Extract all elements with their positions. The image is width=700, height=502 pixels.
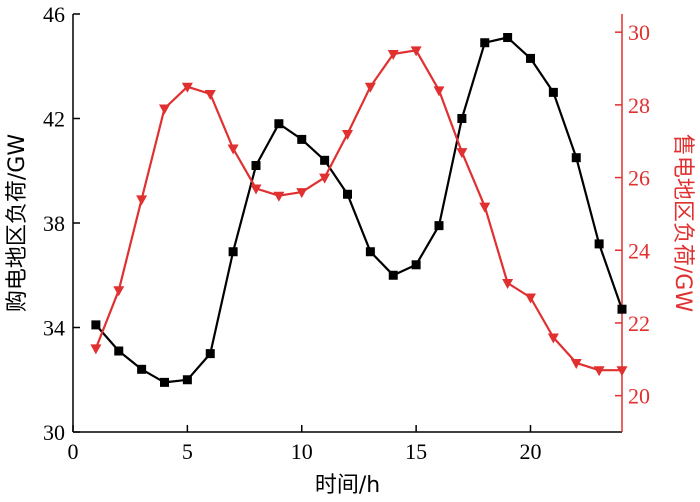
- data-point-triangle: [364, 82, 376, 93]
- data-point-triangle: [570, 358, 582, 369]
- y-left-tick-label: 46: [43, 2, 65, 27]
- data-point-triangle: [456, 148, 468, 159]
- data-point-triangle: [159, 104, 170, 115]
- data-point-triangle: [616, 366, 628, 377]
- x-tick-label: 20: [520, 439, 542, 464]
- series-line-2: [94, 49, 622, 372]
- data-point-triangle: [547, 333, 559, 344]
- x-tick-label: 5: [182, 439, 193, 464]
- data-point-square: [571, 153, 581, 163]
- data-point-square: [137, 364, 147, 374]
- data-point-square: [274, 119, 284, 129]
- series-line-1: [95, 36, 624, 384]
- data-point-triangle: [296, 188, 308, 199]
- data-point-triangle: [410, 46, 422, 57]
- data-point-square: [114, 346, 124, 356]
- series-layer: [90, 33, 628, 387]
- x-axis-title: 时间/h: [315, 473, 380, 498]
- y-right-tick-label: 30: [628, 20, 650, 45]
- data-point-triangle: [90, 344, 102, 355]
- data-point-triangle: [479, 202, 491, 213]
- y-left-tick-label: 42: [43, 107, 65, 132]
- y-left-tick-label: 30: [43, 420, 65, 445]
- data-point-square: [526, 53, 535, 63]
- data-point-triangle: [227, 144, 239, 155]
- data-point-square: [205, 349, 215, 359]
- data-point-square: [91, 320, 101, 330]
- y-axis-left-title: 购电地区负荷/GW: [5, 134, 30, 312]
- data-point-square: [365, 247, 375, 257]
- data-point-square: [297, 134, 307, 144]
- x-tick-label: 0: [68, 439, 79, 464]
- y-axis-right-title: 售电地区负荷/GW: [670, 134, 695, 312]
- data-point-square: [320, 155, 330, 165]
- axes: [72, 13, 623, 433]
- y-right-tick-label: 20: [628, 384, 650, 409]
- y-right-tick-label: 26: [628, 166, 650, 191]
- data-point-square: [160, 377, 169, 387]
- data-point-square: [388, 270, 398, 280]
- data-point-triangle: [342, 129, 353, 140]
- data-point-triangle: [273, 191, 285, 202]
- data-point-triangle: [319, 173, 331, 184]
- data-point-triangle: [502, 278, 514, 289]
- data-point-square: [594, 239, 604, 249]
- data-point-square: [503, 33, 513, 43]
- data-point-triangle: [113, 286, 125, 297]
- data-point-triangle: [250, 184, 262, 195]
- data-point-square: [480, 38, 490, 48]
- data-point-triangle: [181, 82, 193, 93]
- data-point-square: [457, 114, 467, 123]
- data-point-triangle: [593, 366, 605, 377]
- data-point-triangle: [387, 49, 399, 60]
- x-tick-label: 15: [405, 439, 427, 464]
- data-point-triangle: [525, 293, 536, 304]
- labels: 0 5 10 15 20 30 34 38 42 46 20 22 24 26 28 30 时间/h 购电地区负荷…: [5, 2, 695, 498]
- data-point-square: [343, 189, 352, 199]
- data-point-square: [548, 87, 558, 97]
- data-point-triangle: [136, 195, 148, 206]
- y-right-tick-label: 28: [628, 93, 650, 118]
- data-point-square: [617, 304, 627, 314]
- data-point-square: [182, 375, 192, 385]
- data-point-square: [411, 260, 421, 270]
- y-right-tick-label: 22: [628, 311, 650, 336]
- data-point-triangle: [433, 86, 445, 97]
- x-tick-label: 10: [291, 439, 313, 464]
- data-point-triangle: [204, 89, 216, 100]
- data-point-square: [251, 161, 261, 171]
- data-point-square: [228, 247, 238, 257]
- y-left-tick-label: 38: [43, 211, 65, 236]
- y-left-tick-label: 34: [43, 316, 65, 341]
- data-point-square: [434, 221, 444, 231]
- y-right-tick-label: 24: [628, 238, 650, 263]
